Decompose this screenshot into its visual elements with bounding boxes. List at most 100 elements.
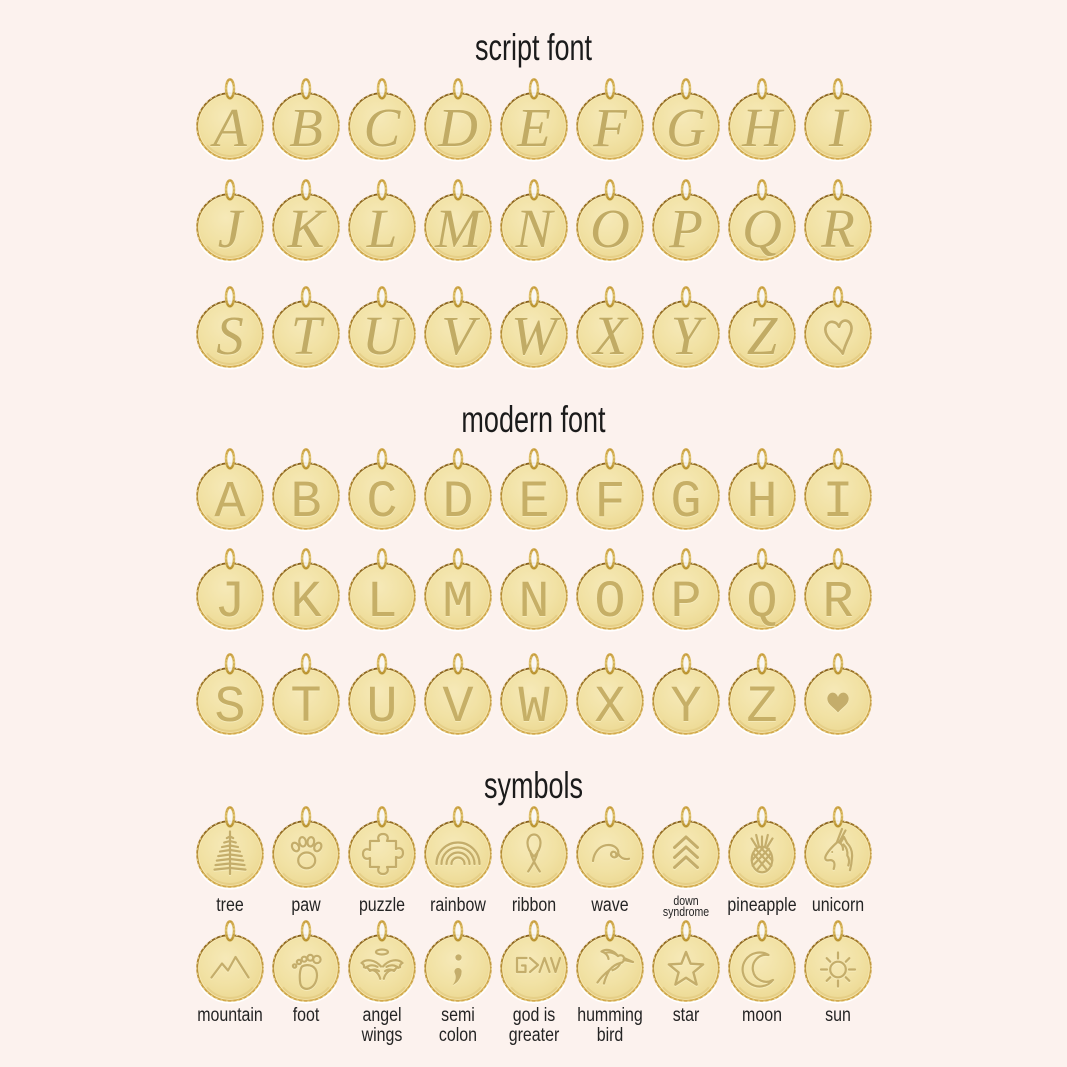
svg-text:T: T xyxy=(290,678,321,737)
svg-text:Z: Z xyxy=(746,678,777,737)
svg-text:J: J xyxy=(217,199,244,260)
svg-text:K: K xyxy=(286,198,327,259)
svg-text:G: G xyxy=(670,473,701,532)
svg-text:N: N xyxy=(518,574,549,633)
svg-text:Y: Y xyxy=(670,679,701,738)
svg-text:G: G xyxy=(670,474,701,533)
svg-text:A: A xyxy=(214,474,246,533)
svg-text:A: A xyxy=(209,98,247,159)
svg-text:K: K xyxy=(290,573,322,632)
svg-text:Q: Q xyxy=(746,573,777,632)
svg-text:P: P xyxy=(668,199,703,260)
svg-text:M: M xyxy=(442,574,473,633)
svg-text:R: R xyxy=(822,574,853,633)
svg-text:T: T xyxy=(290,305,324,366)
svg-text:B: B xyxy=(289,98,323,159)
svg-text:B: B xyxy=(290,474,321,533)
svg-text:P: P xyxy=(670,574,701,633)
svg-text:P: P xyxy=(668,198,703,259)
svg-text:B: B xyxy=(290,473,321,532)
svg-text:U: U xyxy=(366,678,397,737)
svg-text:M: M xyxy=(434,198,484,259)
svg-text:C: C xyxy=(363,97,401,158)
svg-text:S: S xyxy=(216,306,244,367)
svg-text:M: M xyxy=(442,573,473,632)
svg-text:K: K xyxy=(290,574,322,633)
svg-text:Z: Z xyxy=(746,679,777,738)
svg-text:H: H xyxy=(746,473,777,532)
svg-text:V: V xyxy=(441,306,480,367)
svg-text:U: U xyxy=(366,679,397,738)
svg-text:W: W xyxy=(518,679,550,738)
svg-text:H: H xyxy=(746,474,777,533)
svg-text:O: O xyxy=(590,199,630,260)
svg-text:Z: Z xyxy=(746,305,778,366)
svg-text:X: X xyxy=(591,305,629,366)
svg-text:C: C xyxy=(363,98,401,159)
svg-text:R: R xyxy=(822,573,853,632)
svg-text:E: E xyxy=(516,97,551,158)
svg-text:U: U xyxy=(362,306,405,367)
svg-text:G: G xyxy=(666,97,706,158)
svg-text:W: W xyxy=(511,305,561,366)
svg-text:H: H xyxy=(741,97,785,158)
svg-text:J: J xyxy=(214,573,245,632)
svg-text:L: L xyxy=(366,573,397,632)
svg-text:Y: Y xyxy=(670,306,706,367)
svg-text:F: F xyxy=(594,473,625,532)
svg-text:Y: Y xyxy=(670,305,706,366)
svg-text:X: X xyxy=(594,679,625,738)
svg-text:H: H xyxy=(741,98,785,159)
svg-text:S: S xyxy=(214,679,245,738)
svg-text:V: V xyxy=(442,678,473,737)
svg-text:C: C xyxy=(366,473,397,532)
svg-text:L: L xyxy=(365,199,397,260)
svg-text:Z: Z xyxy=(746,306,778,367)
svg-text:J: J xyxy=(214,574,245,633)
svg-text:R: R xyxy=(820,198,855,259)
svg-text:M: M xyxy=(434,199,484,260)
svg-text:L: L xyxy=(365,198,397,259)
svg-text:X: X xyxy=(591,306,629,367)
svg-text:I: I xyxy=(827,98,849,159)
svg-text:C: C xyxy=(366,474,397,533)
svg-text:Q: Q xyxy=(742,199,782,260)
svg-text:Y: Y xyxy=(670,678,701,737)
svg-text:L: L xyxy=(366,574,397,633)
svg-text:E: E xyxy=(516,98,551,159)
svg-text:I: I xyxy=(822,473,853,532)
svg-text:D: D xyxy=(442,473,473,532)
svg-text:E: E xyxy=(518,474,549,533)
svg-text:X: X xyxy=(594,678,625,737)
svg-text:T: T xyxy=(290,679,321,738)
svg-text:O: O xyxy=(594,574,625,633)
svg-text:F: F xyxy=(592,97,628,158)
svg-text:N: N xyxy=(514,198,555,259)
svg-text:F: F xyxy=(594,474,625,533)
svg-text:W: W xyxy=(511,306,561,367)
svg-text:F: F xyxy=(592,98,628,159)
svg-text:Q: Q xyxy=(746,574,777,633)
svg-text:R: R xyxy=(820,199,855,260)
svg-text:I: I xyxy=(822,474,853,533)
svg-text:I: I xyxy=(827,97,849,158)
svg-text:V: V xyxy=(441,305,480,366)
svg-text:V: V xyxy=(442,679,473,738)
svg-text:Q: Q xyxy=(742,198,782,259)
svg-text:D: D xyxy=(437,98,478,159)
svg-text:S: S xyxy=(214,678,245,737)
svg-text:D: D xyxy=(437,97,478,158)
svg-text:J: J xyxy=(217,198,244,259)
svg-text:S: S xyxy=(216,305,244,366)
svg-text:K: K xyxy=(286,199,327,260)
svg-text:B: B xyxy=(289,97,323,158)
svg-text:O: O xyxy=(590,198,630,259)
svg-text:G: G xyxy=(666,98,706,159)
svg-text:T: T xyxy=(290,306,324,367)
svg-text:U: U xyxy=(362,305,405,366)
svg-text:E: E xyxy=(518,473,549,532)
svg-text:A: A xyxy=(214,473,246,532)
svg-text:N: N xyxy=(518,573,549,632)
svg-text:O: O xyxy=(594,573,625,632)
svg-text:N: N xyxy=(514,199,555,260)
